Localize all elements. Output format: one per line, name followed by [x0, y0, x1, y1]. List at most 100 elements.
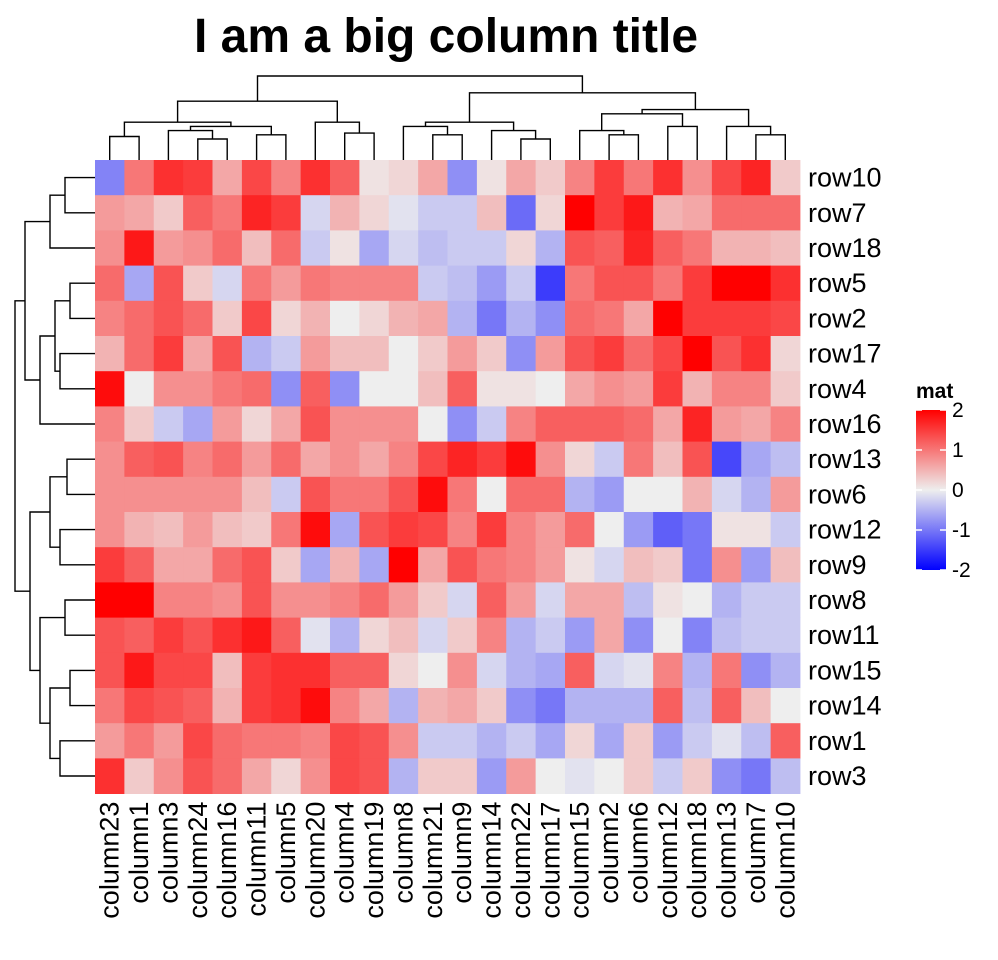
row-label: row3 [808, 761, 867, 791]
heatmap-cell [741, 688, 772, 724]
heatmap-cell [653, 476, 683, 513]
heatmap-cell [476, 652, 507, 689]
column-label: column19 [359, 802, 389, 919]
dendrogram-branch [579, 129, 625, 160]
heatmap-cell [183, 512, 213, 548]
heatmap-cell [535, 300, 566, 337]
heatmap-cell [565, 336, 595, 372]
heatmap-cell [711, 617, 742, 654]
heatmap-cell [359, 230, 390, 266]
heatmap-cell [153, 688, 184, 724]
dendrogram-branch [59, 740, 95, 777]
heatmap-cell [506, 160, 537, 196]
heatmap-cell [418, 441, 448, 478]
heatmap-cell [565, 195, 595, 231]
heatmap-cell [770, 230, 801, 266]
dendrogram-branch [109, 135, 140, 160]
heatmap-cell [418, 371, 448, 407]
column-label: column20 [300, 802, 330, 919]
heatmap-cell [506, 617, 537, 654]
heatmap-cell [300, 371, 331, 407]
row-label: row9 [808, 550, 867, 580]
heatmap-cell [623, 652, 654, 689]
heatmap-cell [241, 688, 272, 724]
heatmap-cell [535, 160, 566, 196]
heatmap-cell [300, 758, 331, 794]
heatmap-cell [271, 195, 302, 231]
heatmap-cell [124, 617, 155, 654]
heatmap-cell [565, 652, 595, 689]
heatmap-cell [124, 512, 155, 548]
heatmap-cell [153, 617, 184, 654]
heatmap-cell [212, 160, 243, 196]
heatmap-cell [271, 371, 302, 407]
heatmap-cell [95, 441, 125, 478]
heatmap-cell [623, 230, 654, 266]
heatmap-cell [476, 582, 507, 618]
column-label: column14 [477, 802, 507, 919]
heatmap-cell [241, 547, 272, 583]
row-label: row13 [808, 444, 882, 474]
heatmap-cell [241, 195, 272, 231]
heatmap-cell [711, 371, 742, 407]
heatmap-cell [623, 758, 654, 794]
heatmap-cell [212, 336, 243, 372]
heatmap-cell [95, 230, 125, 266]
heatmap-cell [153, 336, 184, 372]
heatmap-cell [506, 195, 537, 231]
heatmap-cell [418, 652, 448, 689]
heatmap-cell [124, 300, 155, 337]
heatmap-cell [476, 441, 507, 478]
heatmap-cell [359, 441, 390, 478]
heatmap-cell [711, 336, 742, 372]
heatmap-cell [594, 547, 625, 583]
dendrogram-branch [189, 125, 272, 135]
heatmap-cell [506, 652, 537, 689]
heatmap-cell [711, 265, 742, 302]
heatmap-cell [271, 476, 302, 513]
row-label: row17 [808, 339, 882, 369]
heatmap-cell [653, 688, 683, 724]
heatmap-cell [476, 406, 507, 442]
row-label: row10 [808, 163, 882, 193]
heatmap-cell [153, 160, 184, 196]
dendrogram-branch [520, 138, 551, 160]
heatmap-cell [447, 582, 478, 618]
dendrogram-branch [256, 75, 584, 102]
heatmap-cell [95, 300, 125, 337]
heatmap-cell [770, 195, 801, 231]
heatmap-cell [741, 300, 772, 337]
heatmap-cell [682, 547, 713, 583]
dendrogram-branch [167, 129, 214, 160]
dendrogram-branch [59, 352, 95, 390]
heatmap-cell [183, 547, 213, 583]
heatmap-cell [594, 441, 625, 478]
heatmap-cell [770, 582, 801, 618]
heatmap-cell [95, 160, 125, 196]
heatmap-cell [95, 406, 125, 442]
heatmap-cell [565, 688, 595, 724]
heatmap-cell [183, 441, 213, 478]
heatmap-cell [770, 300, 801, 337]
heatmap-cell [447, 336, 478, 372]
heatmap-cell [330, 476, 360, 513]
heatmap-cell [95, 758, 125, 794]
heatmap-cell [153, 195, 184, 231]
dendrogram-branch [49, 687, 70, 760]
heatmap-cell [271, 652, 302, 689]
column-label: column23 [95, 802, 125, 919]
heatmap-cell [476, 195, 507, 231]
heatmap-cell [623, 476, 654, 513]
legend-tick-label: -2 [952, 559, 971, 582]
heatmap-cell [506, 476, 537, 513]
dendrogram-branch [725, 125, 772, 160]
heatmap-cell [300, 406, 331, 442]
heatmap-cell [359, 195, 390, 231]
heatmap-cell [183, 265, 213, 302]
heatmap-cell [388, 441, 419, 478]
heatmap-cell [388, 476, 419, 513]
heatmap-cell [300, 336, 331, 372]
heatmap-cell [506, 758, 537, 794]
heatmap-cell [359, 371, 390, 407]
heatmap-cell [682, 406, 713, 442]
